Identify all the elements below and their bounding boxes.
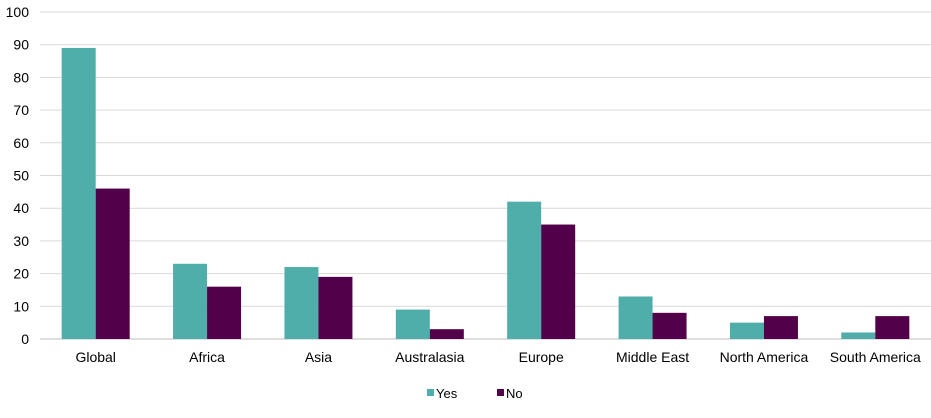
y-tick-label: 90 xyxy=(13,37,29,53)
bar-yes-global xyxy=(61,47,96,339)
x-tick-label: Australasia xyxy=(395,349,464,365)
bar-no-africa xyxy=(207,286,242,339)
bar-yes-asia xyxy=(284,267,319,339)
legend-swatch xyxy=(497,389,504,396)
bar-no-middle-east xyxy=(652,312,687,339)
x-tick-label: Asia xyxy=(305,349,332,365)
bar-no-south-america xyxy=(875,316,910,339)
x-tick-label: South America xyxy=(830,349,921,365)
x-axis-ticks: Global Africa Asia Australasia Europe Middle … xyxy=(75,349,921,365)
y-tick-label: 10 xyxy=(13,298,29,314)
legend-label: Yes xyxy=(436,386,458,401)
bar-no-australasia xyxy=(429,329,464,339)
y-tick-label: 80 xyxy=(13,69,29,85)
bar-yes-europe xyxy=(507,201,542,339)
x-tick-label: Europe xyxy=(519,349,564,365)
y-tick-label: 60 xyxy=(13,135,29,151)
x-tick-label: North America xyxy=(720,349,809,365)
y-tick-label: 70 xyxy=(13,102,29,118)
bar-yes-north-america xyxy=(729,322,764,339)
bar-yes-africa xyxy=(173,263,208,339)
bar-no-global xyxy=(95,188,130,339)
y-tick-label: 100 xyxy=(6,4,30,20)
legend-item-yes: Yes xyxy=(427,386,458,401)
x-tick-label: Global xyxy=(75,349,115,365)
y-tick-label: 50 xyxy=(13,168,29,184)
y-tick-label: 30 xyxy=(13,233,29,249)
x-tick-label: Middle East xyxy=(616,349,689,365)
legend-label: No xyxy=(506,386,523,401)
y-tick-label: 40 xyxy=(13,200,29,216)
bars xyxy=(61,47,910,339)
bar-no-europe xyxy=(541,224,576,339)
bar-yes-australasia xyxy=(395,309,430,339)
y-tick-label: 0 xyxy=(21,331,29,347)
y-tick-label: 20 xyxy=(13,266,29,282)
bar-yes-middle-east xyxy=(618,296,653,339)
legend-swatch xyxy=(427,389,434,396)
legend-item-no: No xyxy=(497,386,523,401)
bar-yes-south-america xyxy=(841,332,876,339)
y-axis-ticks: 0 10 20 30 40 50 60 70 80 90 100 xyxy=(6,4,30,347)
legend: Yes No xyxy=(427,386,523,401)
bar-no-asia xyxy=(318,276,353,339)
x-tick-label: Africa xyxy=(189,349,225,365)
bar-no-north-america xyxy=(763,316,798,339)
